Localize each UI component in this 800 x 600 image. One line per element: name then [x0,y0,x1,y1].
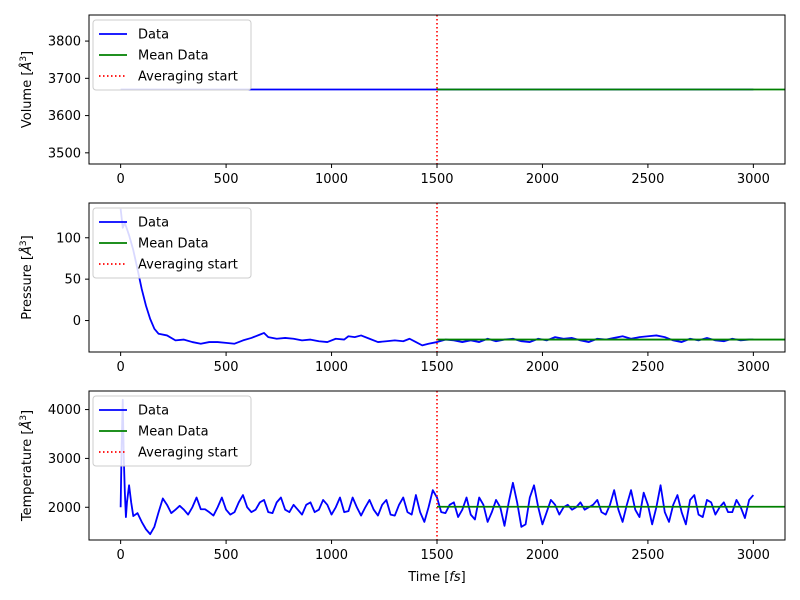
x-tick-label: 3000 [737,360,770,375]
x-tick-label: 500 [214,172,239,187]
y-tick-label: 3700 [48,72,81,87]
x-tick-label: 2500 [631,360,664,375]
y-axis-label: Temperature [Å3] [19,410,35,522]
legend-label: Averaging start [138,70,238,85]
label-unit: Å [19,421,35,431]
legend-label: Data [138,28,169,43]
y-tick-label: 3800 [48,35,81,50]
subplot-2: 0 500 1000 1500 2000 2500 3000 0 50 100 Pressure [… [19,202,786,375]
x-tick-label: 2500 [631,548,664,563]
y-axis-label: Volume [Å3] [19,51,35,128]
label-unit: Å [19,62,35,72]
x-tick-label: 3000 [737,172,770,187]
legend-label: Mean Data [138,49,209,64]
legend-label: Mean Data [138,425,209,440]
x-tick-label: 2000 [526,548,559,563]
x-tick-label: 500 [214,548,239,563]
subplot-3: 0 500 1000 1500 2000 2500 3000 2000 3000 4000 Temp… [19,390,786,585]
label-close: ] [20,235,35,240]
y-tick-label: 3500 [48,146,81,161]
x-tick-label: 1500 [420,172,453,187]
label-text: Temperature [ [20,430,35,523]
legend: Data Mean Data Averaging start [92,207,252,279]
x-tick-label: 2500 [631,172,664,187]
x-tick-label: 1000 [315,360,348,375]
legend-label: Averaging start [138,258,238,273]
data-series-line [119,398,755,536]
x-tick-label: 0 [116,360,124,375]
x-tick-label: 1000 [315,172,348,187]
label-text: Pressure [ [20,255,35,320]
label-unit-exponent: 3 [19,415,29,421]
legend-label: Averaging start [138,446,238,461]
x-axis-label: Time [fs] [407,570,465,585]
y-tick-label: 0 [73,314,81,329]
x-tick-label: 1500 [420,548,453,563]
y-tick-label: 50 [64,273,81,288]
data-series-line [119,208,754,347]
label-unit-exponent: 3 [19,56,29,62]
label-close: ] [20,51,35,56]
label-unit: fs [449,570,461,585]
legend-box [92,19,252,91]
legend: Data Mean Data Averaging start [92,19,252,91]
label-text: Volume [ [20,71,35,129]
label-text: Time [ [407,570,449,585]
x-tick-label: 0 [116,172,124,187]
x-tick-label: 1500 [420,360,453,375]
y-tick-label: 4000 [48,403,81,418]
label-close: ] [461,570,466,585]
x-tick-label: 1000 [315,548,348,563]
y-tick-label: 100 [56,231,81,246]
subplot-1: 0 500 1000 1500 2000 2500 3000 3500 3600 3700 3800… [19,14,786,187]
legend: Data Mean Data Averaging start [92,395,252,467]
legend-label: Mean Data [138,237,209,252]
legend-box [92,395,252,467]
x-tick-label: 2000 [526,172,559,187]
legend-label: Data [138,404,169,419]
y-tick-label: 3000 [48,452,81,467]
y-tick-label: 2000 [48,501,81,516]
legend-box [92,207,252,279]
x-tick-label: 0 [116,548,124,563]
label-close: ] [20,410,35,415]
label-unit: Å [19,246,35,256]
y-axis-label: Pressure [Å3] [19,235,35,319]
label-unit-exponent: 3 [19,240,29,246]
x-tick-label: 2000 [526,360,559,375]
legend-label: Data [138,216,169,231]
x-tick-label: 3000 [737,548,770,563]
x-tick-label: 500 [214,360,239,375]
y-tick-label: 3600 [48,109,81,124]
